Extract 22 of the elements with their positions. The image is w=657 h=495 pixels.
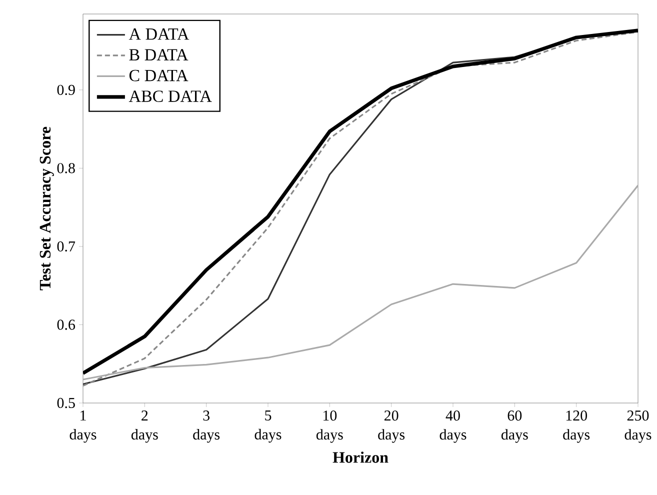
legend-label: A DATA bbox=[128, 28, 190, 40]
y-tick-label: 0.8 bbox=[57, 163, 75, 174]
legend-label: C DATA bbox=[129, 70, 188, 82]
x-tick-label: 250 days bbox=[624, 410, 652, 443]
x-tick-label: 20 days bbox=[378, 410, 405, 443]
x-tick-label: 2 days bbox=[131, 410, 158, 443]
legend-label: ABC DATA bbox=[128, 90, 212, 102]
x-tick-label: 40 days bbox=[440, 410, 466, 443]
x-axis-title: Horizon bbox=[332, 452, 388, 463]
legend-label: B DATA bbox=[129, 49, 188, 60]
x-tick-label: 3 days bbox=[193, 410, 220, 443]
y-tick-label: 0.7 bbox=[57, 241, 76, 252]
x-tick-label: 5 days bbox=[254, 410, 282, 443]
x-tick-label: 120 days bbox=[563, 410, 590, 443]
x-tick-label: 10 days bbox=[316, 410, 343, 443]
y-axis-title: Test Set Accuracy Score bbox=[40, 126, 54, 290]
y-tick-label: 0.6 bbox=[57, 320, 76, 330]
x-tick-label: 1 days bbox=[70, 410, 96, 443]
y-tick-label: 0.5 bbox=[57, 398, 75, 408]
line-series bbox=[83, 184, 638, 380]
x-tick-label: 60 days bbox=[501, 410, 528, 443]
y-tick-label: 0.9 bbox=[57, 84, 75, 96]
